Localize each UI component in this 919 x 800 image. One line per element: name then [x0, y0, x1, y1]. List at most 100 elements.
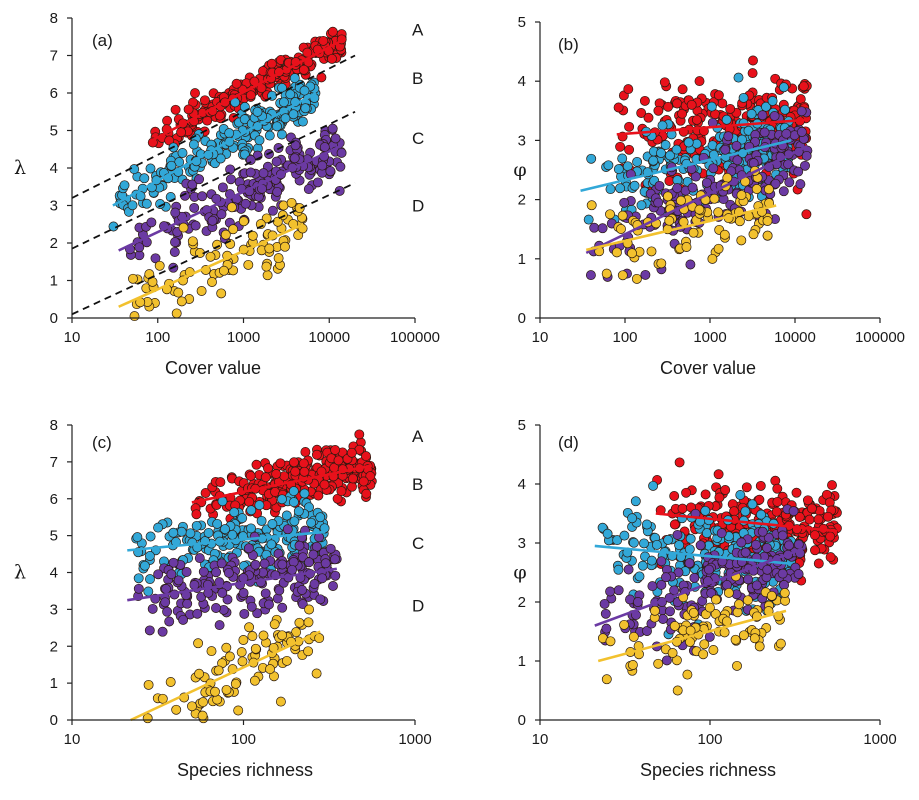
point-D: [303, 617, 314, 628]
point-B: [701, 528, 712, 539]
point-B: [153, 522, 164, 533]
point-C: [223, 567, 234, 578]
point-A: [336, 486, 347, 497]
point-C: [211, 567, 222, 578]
point-C: [716, 528, 727, 539]
point-B: [660, 140, 671, 150]
point-A: [200, 488, 211, 498]
point-D: [187, 236, 198, 247]
point-D: [261, 213, 272, 224]
point-C: [656, 579, 667, 590]
y-tick-label: 2: [50, 638, 58, 655]
point-D: [742, 595, 753, 606]
point-B: [246, 505, 257, 516]
point-A: [318, 35, 329, 46]
point-C: [246, 601, 257, 612]
point-C: [736, 537, 747, 548]
point-D: [171, 308, 182, 319]
point-A: [231, 78, 242, 89]
panel-d-fit-lines: [594, 512, 838, 663]
point-D: [732, 660, 742, 671]
fit-line-D: [597, 609, 787, 663]
point-D: [616, 224, 626, 234]
point-C: [160, 597, 171, 608]
point-C: [329, 554, 340, 565]
point-A: [354, 429, 365, 440]
point-C: [800, 160, 810, 171]
point-C: [217, 587, 228, 598]
point-B: [603, 160, 614, 171]
point-B: [139, 173, 150, 184]
point-B: [636, 200, 647, 211]
point-D: [709, 193, 720, 204]
point-C: [788, 506, 799, 517]
y-tick-label: 7: [50, 48, 58, 65]
point-B: [740, 506, 751, 517]
point-B: [176, 526, 187, 537]
point-D: [228, 224, 239, 235]
point-D: [226, 202, 237, 213]
point-D: [193, 638, 204, 649]
point-C: [264, 599, 274, 610]
fit-line-A: [191, 464, 373, 504]
point-B: [141, 198, 152, 209]
y-tick-label: 8: [50, 417, 58, 434]
point-D: [713, 207, 724, 218]
point-A: [330, 445, 341, 455]
point-C: [216, 209, 227, 220]
point-C: [192, 608, 203, 619]
y-tick-label: 2: [518, 594, 526, 611]
point-C: [762, 543, 772, 553]
point-A: [802, 495, 813, 506]
point-D: [754, 641, 765, 652]
group-label-C: C: [412, 534, 424, 553]
panel-c-group-labels: A B C D: [412, 427, 424, 616]
point-A: [713, 469, 724, 480]
x-tick-label: 10000: [308, 329, 350, 346]
point-C: [308, 549, 319, 560]
point-C: [282, 524, 293, 535]
point-B: [780, 104, 790, 115]
point-A: [624, 121, 635, 132]
point-B: [168, 527, 179, 538]
panel-d: 10 100 1000 0 1 2 3 4 5 (d) Species richness φ: [513, 417, 896, 780]
fit-line-D: [585, 204, 777, 252]
point-B: [637, 560, 648, 571]
point-D: [129, 311, 140, 322]
point-D: [221, 642, 232, 653]
point-C: [207, 215, 218, 226]
point-C: [187, 179, 198, 190]
point-D: [212, 239, 223, 250]
point-C: [796, 106, 807, 117]
point-D: [775, 638, 786, 649]
point-C: [689, 572, 700, 583]
point-D: [672, 685, 683, 696]
x-tick-label: 100000: [855, 329, 905, 346]
point-C: [260, 588, 271, 599]
point-B: [239, 114, 250, 125]
point-D: [627, 660, 638, 670]
point-B: [735, 490, 746, 500]
y-tick-label: 5: [518, 14, 526, 31]
point-A: [643, 112, 654, 123]
point-D: [198, 697, 208, 708]
point-B: [627, 513, 638, 524]
point-C: [796, 127, 807, 137]
point-D: [766, 590, 777, 601]
point-B: [166, 160, 177, 171]
point-D: [734, 216, 745, 227]
point-A: [162, 115, 173, 126]
point-B: [288, 497, 299, 508]
point-B: [634, 571, 645, 582]
point-B: [683, 137, 694, 148]
point-A: [669, 491, 680, 501]
point-C: [173, 575, 184, 586]
panel-b-y-axis-title: φ: [513, 159, 526, 181]
point-C: [640, 269, 651, 280]
y-tick-label: 2: [518, 192, 526, 209]
point-C: [704, 564, 714, 575]
panel-c-label: (c): [92, 433, 112, 452]
point-B: [133, 573, 144, 584]
point-C: [330, 570, 341, 581]
